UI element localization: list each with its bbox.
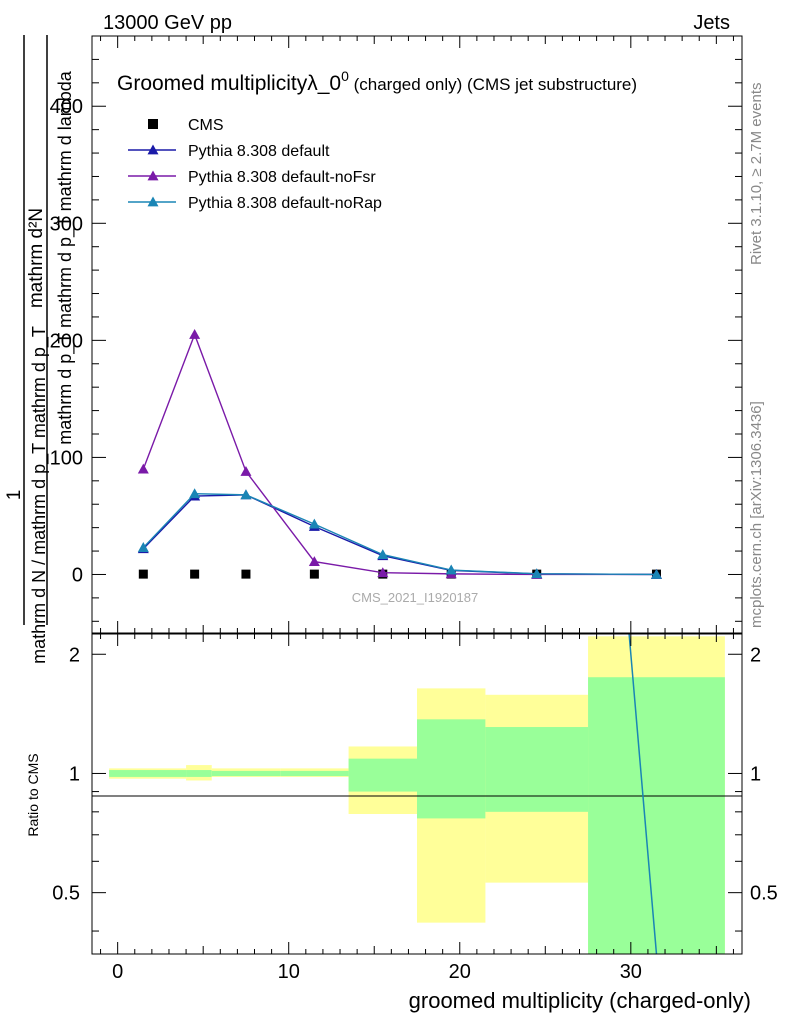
ratio-band-green bbox=[186, 770, 212, 777]
legend-marker-pythia-8-308-default-norap bbox=[147, 196, 159, 207]
title-rest: (charged only) (CMS jet substructure) bbox=[349, 75, 637, 94]
data-point-cms bbox=[241, 569, 251, 579]
x-tick-label: 30 bbox=[620, 961, 642, 983]
ylabel-prefactor-num: 1 bbox=[4, 490, 25, 501]
ratio-frame bbox=[91, 633, 743, 955]
x-axis-label: groomed multiplicity (charged-only) bbox=[409, 988, 751, 1013]
data-point-pythia-8-308-default-nofsr bbox=[189, 329, 201, 339]
legend: CMS Pythia 8.308 default Pythia 8.308 defa… bbox=[128, 117, 382, 212]
x-tick-label: 20 bbox=[449, 961, 471, 983]
y-tick-label: 200 bbox=[50, 330, 83, 352]
series-line-pythia-8-308-default-norap bbox=[142, 492, 657, 576]
ratio-bands bbox=[109, 636, 725, 954]
data-point-pythia-8-308-default-nofsr bbox=[377, 567, 389, 578]
ratio-y-tick-label: 2 bbox=[69, 644, 80, 666]
data-point-pythia-8-308-default-norap bbox=[240, 489, 252, 500]
ylabel-frac-den: mathrm d p_T mathrm d p_T mathrm d lambd… bbox=[55, 70, 76, 444]
legend-marker-pythia-8-308-default-nofsr bbox=[147, 170, 159, 181]
data-point-pythia-8-308-default-nofsr bbox=[137, 463, 149, 474]
data-point-pythia-8-308-default-norap bbox=[650, 568, 662, 579]
ratio-band-green bbox=[211, 770, 281, 777]
header-right: Jets bbox=[693, 12, 730, 34]
ratio-y-tick-label-right: 1 bbox=[750, 763, 761, 785]
y-tick-label: 300 bbox=[50, 213, 83, 235]
mcplots-label: mcplots.cern.ch [arXiv:1306.3436] bbox=[748, 401, 765, 628]
header-left: 13000 GeV pp bbox=[103, 12, 232, 34]
legend-label-pythia-8-308-default-norap: Pythia 8.308 default-noRap bbox=[188, 195, 382, 212]
legend-label-pythia-8-308-default: Pythia 8.308 default bbox=[188, 143, 330, 160]
legend-label-cms: CMS bbox=[188, 117, 224, 134]
title-main: Groomed multiplicityλ_0 bbox=[117, 72, 341, 95]
y-tick-label: 100 bbox=[50, 447, 83, 469]
data-point-cms bbox=[309, 569, 319, 579]
main-series bbox=[137, 329, 662, 579]
legend-marker-pythia-8-308-default bbox=[147, 144, 159, 155]
data-point-pythia-8-308-default-norap bbox=[377, 549, 389, 559]
y-tick-label: 0 bbox=[72, 564, 83, 586]
legend-label-pythia-8-308-default-nofsr: Pythia 8.308 default-noFsr bbox=[188, 169, 376, 186]
ratio-band-green bbox=[417, 719, 486, 819]
ratio-band-green bbox=[109, 770, 187, 777]
data-point-cms bbox=[190, 569, 200, 579]
data-point-pythia-8-308-default-norap bbox=[531, 568, 543, 579]
data-point-pythia-8-308-default-norap bbox=[308, 518, 320, 529]
ylabel-prefactor-den: mathrm d N / mathrm d p_T mathrm d p_T bbox=[29, 326, 50, 664]
data-point-pythia-8-308-default-nofsr bbox=[308, 556, 320, 566]
data-point-pythia-8-308-default-norap bbox=[137, 542, 149, 552]
data-point-pythia-8-308-default-norap bbox=[445, 564, 457, 575]
series-line-pythia-8-308-default bbox=[142, 494, 657, 576]
y-tick-label: 400 bbox=[50, 96, 83, 118]
x-tick-label: 0 bbox=[112, 961, 123, 983]
legend-marker-cms bbox=[148, 119, 158, 129]
main-title: Groomed multiplicityλ_00 (charged only) … bbox=[117, 68, 637, 95]
ratio-curve bbox=[628, 634, 658, 954]
ylabel-frac-num: mathrm d²N bbox=[26, 208, 47, 308]
ratio-line bbox=[628, 634, 658, 954]
data-point-pythia-8-308-default-norap bbox=[189, 488, 201, 499]
data-point-pythia-8-308-default-nofsr bbox=[240, 465, 252, 476]
x-tick-label: 10 bbox=[278, 961, 300, 983]
rivet-label: Rivet 3.1.10, ≥ 2.7M events bbox=[748, 83, 765, 266]
ratio-band-green bbox=[485, 727, 589, 812]
data-point-cms bbox=[138, 569, 148, 579]
ratio-band-green bbox=[348, 758, 417, 792]
ratio-y-tick-label-right: 2 bbox=[750, 644, 761, 666]
ratio-y-tick-label: 1 bbox=[69, 763, 80, 785]
ratio-band-green bbox=[588, 677, 725, 954]
main-frame bbox=[91, 35, 743, 634]
ratio-y-tick-label-right: 0.5 bbox=[750, 883, 778, 905]
main-ylabel: mathrm d²N mathrm d p_T mathrm d p_T mat… bbox=[4, 35, 76, 664]
watermark: CMS_2021_I1920187 bbox=[352, 590, 479, 605]
ratio-y-tick-label: 0.5 bbox=[52, 883, 80, 905]
title-sup: 0 bbox=[341, 68, 349, 84]
ratio-ylabel: Ratio to CMS bbox=[25, 753, 41, 836]
ratio-band-green bbox=[280, 770, 349, 777]
series-line-pythia-8-308-default-nofsr bbox=[142, 332, 657, 576]
